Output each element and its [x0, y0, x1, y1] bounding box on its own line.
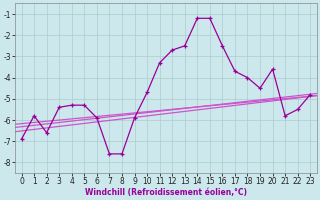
X-axis label: Windchill (Refroidissement éolien,°C): Windchill (Refroidissement éolien,°C) — [85, 188, 247, 197]
